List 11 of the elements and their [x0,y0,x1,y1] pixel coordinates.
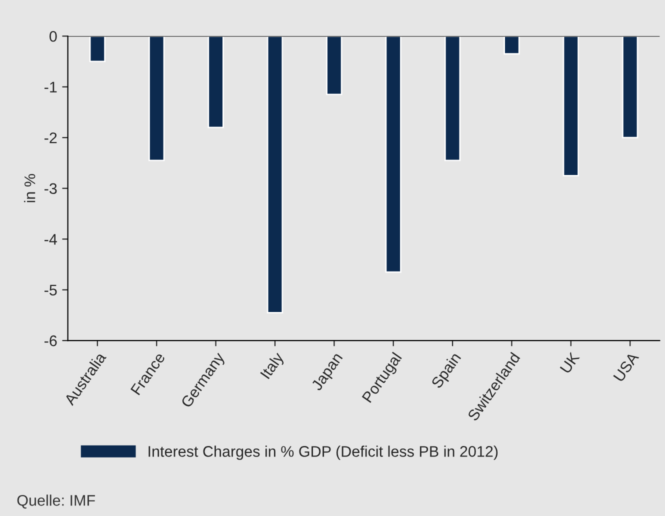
y-tick-label: -4 [44,234,57,245]
y-tick-label: 0 [50,30,57,42]
legend-label: Interest Charges in % GDP (Deficit less PB in 2012) [148,446,498,460]
y-tick-label: -3 [44,183,57,194]
y-tick-label: -1 [44,82,57,92]
y-axis-title: in % [24,174,36,202]
y-tick-label: -2 [44,132,57,144]
x-tick-label: UK [560,351,580,374]
source-note: Quelle: IMF [17,494,95,509]
y-tick-label: -5 [44,284,57,296]
y-tick-label: -6 [44,335,57,346]
